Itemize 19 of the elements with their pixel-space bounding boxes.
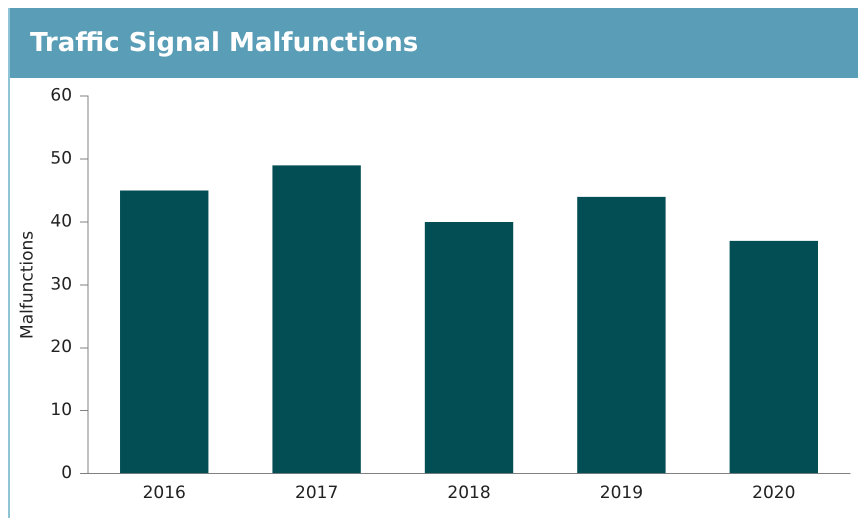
bar <box>730 240 818 474</box>
bar <box>272 165 361 474</box>
bar <box>424 222 514 474</box>
x-tick-label: 2016 <box>142 483 186 504</box>
x-tick-label: 2019 <box>600 483 644 504</box>
bar <box>577 196 666 474</box>
y-tick-label: 30 <box>50 274 72 294</box>
y-tick-label: 40 <box>50 211 72 232</box>
y-axis-title: Malfunctions <box>18 230 38 339</box>
y-tick-label: 10 <box>50 400 72 420</box>
y-tick-label: 0 <box>61 463 72 484</box>
chart-title: Traffic Signal Malfunctions <box>30 28 418 58</box>
x-tick-label: 2017 <box>294 483 338 504</box>
y-tick-label: 50 <box>50 148 72 169</box>
x-tick-label: 2020 <box>752 483 796 504</box>
bar <box>120 190 208 474</box>
y-tick-label: 60 <box>50 86 72 106</box>
y-tick-label: 20 <box>50 337 72 358</box>
x-tick-label: 2018 <box>447 483 491 504</box>
